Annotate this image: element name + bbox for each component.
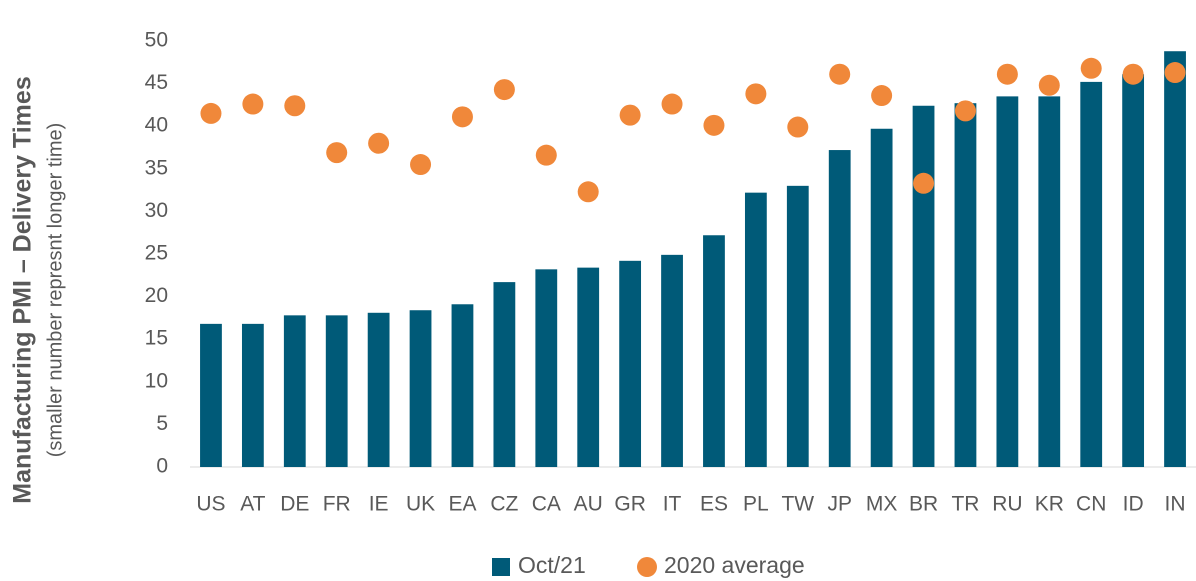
legend-swatch <box>492 558 510 576</box>
dot <box>619 104 641 126</box>
x-tick-label: MX <box>866 493 898 516</box>
x-tick-label: AT <box>240 493 265 516</box>
y-tick-label: 35 <box>145 156 168 179</box>
dot <box>1164 62 1186 84</box>
legend-label: 2020 average <box>664 552 805 578</box>
bar <box>367 312 390 467</box>
bar <box>828 150 851 467</box>
dot <box>535 144 557 166</box>
legend-swatch <box>637 557 657 577</box>
dot <box>493 79 515 101</box>
x-tick-label: GR <box>614 493 646 516</box>
dot <box>996 63 1018 85</box>
x-tick-label: DE <box>280 493 309 516</box>
x-tick-label: EA <box>448 493 476 516</box>
bar <box>1122 74 1145 467</box>
dot <box>368 132 390 154</box>
bar <box>577 267 600 467</box>
x-tick-label: AU <box>574 493 603 516</box>
y-axis-subtitle: (smaller number represnt longer time) <box>44 123 66 458</box>
y-tick-label: 5 <box>156 412 168 435</box>
x-tick-label: ES <box>700 493 728 516</box>
bar <box>241 323 264 467</box>
bar <box>409 310 432 467</box>
x-tick-label: ID <box>1123 493 1144 516</box>
bar <box>703 235 725 467</box>
dot <box>326 142 348 164</box>
dot <box>242 93 264 115</box>
bar <box>325 315 348 467</box>
x-tick-label: BR <box>909 493 938 516</box>
dot <box>410 154 432 176</box>
dot <box>200 102 222 124</box>
legend-label: Oct/21 <box>518 552 586 578</box>
bar <box>493 282 516 467</box>
y-tick-label: 0 <box>156 455 168 478</box>
y-tick-label: 10 <box>145 369 168 392</box>
x-tick-label: UK <box>406 493 435 516</box>
dot <box>954 100 976 122</box>
x-tick-label: JP <box>827 493 852 516</box>
x-tick-label: FR <box>323 493 351 516</box>
bar <box>200 323 222 467</box>
dot <box>577 181 599 203</box>
y-tick-label: 15 <box>145 327 168 350</box>
bar <box>744 192 767 467</box>
y-tick-label: 25 <box>145 242 168 265</box>
dot <box>1122 63 1144 85</box>
y-tick-label: 30 <box>145 199 168 222</box>
bar <box>619 260 642 467</box>
dot <box>703 114 725 136</box>
bar <box>954 103 977 468</box>
x-tick-label: KR <box>1035 493 1064 516</box>
dot <box>913 172 935 194</box>
x-tick-label: IE <box>369 493 389 516</box>
bar <box>996 96 1019 467</box>
bar <box>283 315 306 467</box>
x-tick-label: US <box>196 493 225 516</box>
bar <box>1080 81 1103 468</box>
bar <box>1164 51 1186 467</box>
bar <box>870 128 893 468</box>
bar <box>912 105 935 467</box>
x-tick-label: RU <box>992 493 1022 516</box>
x-tick-label: PL <box>743 493 769 516</box>
dot <box>829 63 851 85</box>
dot <box>1038 74 1060 96</box>
dot <box>451 106 473 128</box>
x-tick-label: TW <box>781 493 814 516</box>
y-tick-label: 50 <box>145 29 168 52</box>
bar <box>661 254 683 467</box>
x-tick-label: CN <box>1076 493 1106 516</box>
bar <box>786 185 809 467</box>
dot <box>787 116 809 138</box>
x-tick-label: CZ <box>490 493 518 516</box>
bar <box>535 269 558 467</box>
x-tick-label: CA <box>532 493 561 516</box>
y-tick-label: 45 <box>145 71 168 94</box>
bar <box>451 304 474 467</box>
x-tick-label: IN <box>1165 493 1186 516</box>
y-tick-label: 40 <box>145 114 168 137</box>
dot <box>1080 57 1102 79</box>
dot <box>745 83 767 105</box>
dot <box>284 95 306 117</box>
bar <box>1038 96 1061 467</box>
y-tick-label: 20 <box>145 284 168 307</box>
dot <box>871 85 893 107</box>
y-axis-title: Manufacturing PMI – Delivery Times <box>9 76 37 503</box>
x-tick-label: IT <box>663 493 682 516</box>
x-tick-label: TR <box>951 493 979 516</box>
dot <box>661 93 683 115</box>
